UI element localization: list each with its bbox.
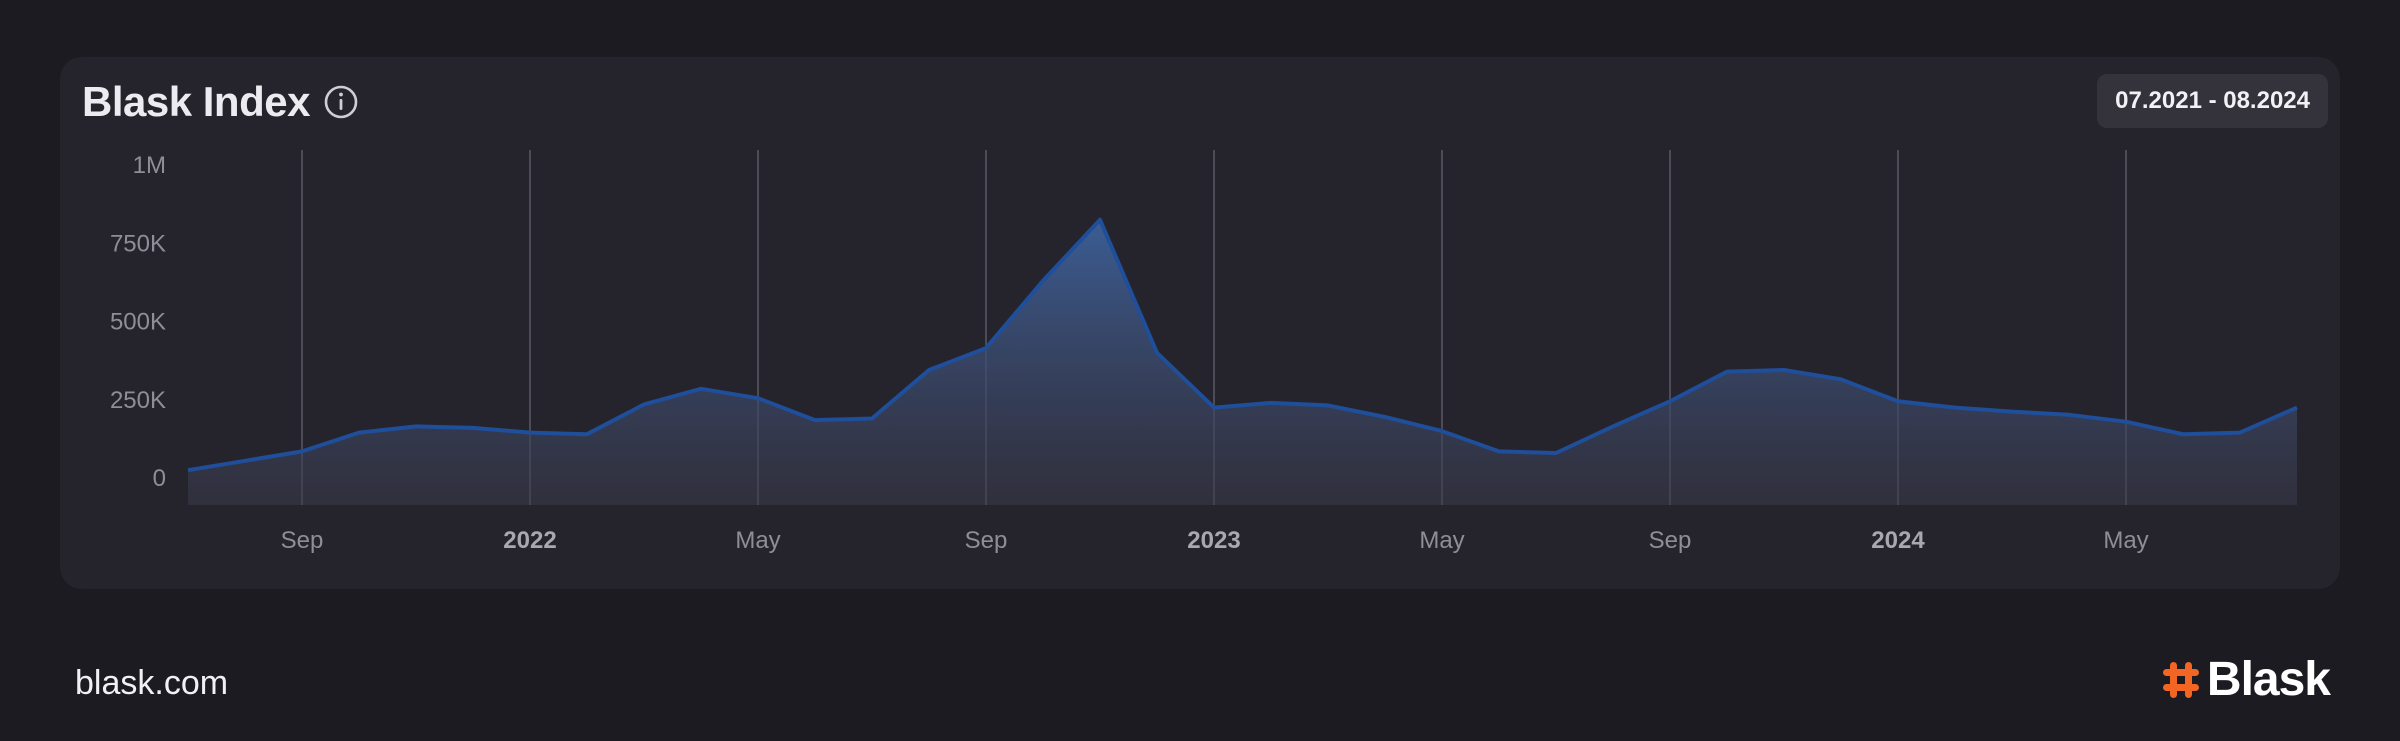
x-tick-label: 2022 [503,527,556,554]
y-tick-label: 0 [153,465,166,492]
x-tick-label: Sep [1649,527,1692,554]
chart-title: Blask Index [82,78,310,125]
y-tick-label: 500K [110,309,166,336]
y-tick-label: 250K [110,387,166,414]
y-tick-label: 750K [110,230,166,257]
x-tick-label: 2023 [1187,527,1240,554]
info-icon[interactable] [323,84,359,120]
x-tick-label: 2024 [1871,527,1925,554]
blask-logo: Blask [2161,653,2331,706]
x-tick-label: May [2103,527,2148,554]
x-tick-label: May [1419,527,1464,554]
x-tick-label: Sep [965,527,1008,554]
footer-url[interactable]: blask.com [75,664,229,702]
x-tick-label: May [735,527,780,554]
y-tick-label: 1M [133,152,166,179]
series-line [187,217,2298,473]
hash-logo-icon [2162,662,2199,698]
date-range-button[interactable]: 07.2021 - 08.2024 [2097,74,2328,128]
x-tick-label: Sep [281,527,324,554]
area-fill [188,219,2297,506]
brand-name: Blask [2206,653,2331,706]
